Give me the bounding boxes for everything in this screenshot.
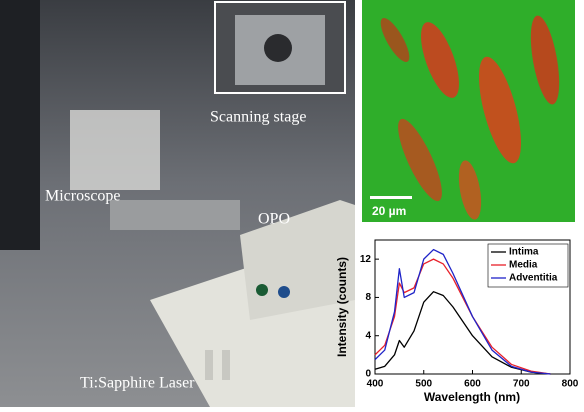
x-tick-label: 400 — [367, 379, 384, 390]
x-axis-title: Wavelength (nm) — [424, 390, 520, 404]
opo-label: OPO — [258, 211, 290, 228]
microscope-label: Microscope — [45, 188, 121, 205]
series-line — [375, 292, 551, 374]
y-tick-label: 0 — [365, 369, 371, 380]
stage-label: Scanning stage — [210, 109, 306, 126]
y-tick-label: 4 — [365, 330, 371, 341]
fluorescence-image: 20 µm — [362, 0, 575, 222]
legend-label: Intima — [509, 247, 539, 258]
x-tick-label: 700 — [513, 379, 530, 390]
y-axis-title: Intensity (counts) — [335, 257, 349, 357]
legend-label: Adventitia — [509, 273, 558, 284]
x-tick-label: 600 — [464, 379, 481, 390]
figure: Scanning stage Microscope OPO Ti:Sapphir… — [0, 0, 584, 407]
lab-photo: Scanning stage Microscope OPO Ti:Sapphir… — [0, 0, 355, 407]
x-tick-label: 500 — [415, 379, 432, 390]
laser-label: Ti:Sapphire Laser — [80, 375, 195, 392]
legend-label: Media — [509, 260, 538, 271]
y-tick-label: 12 — [360, 254, 372, 265]
x-tick-label: 800 — [562, 379, 579, 390]
y-tick-label: 8 — [365, 292, 371, 303]
scale-bar-label: 20 µm — [372, 204, 406, 218]
